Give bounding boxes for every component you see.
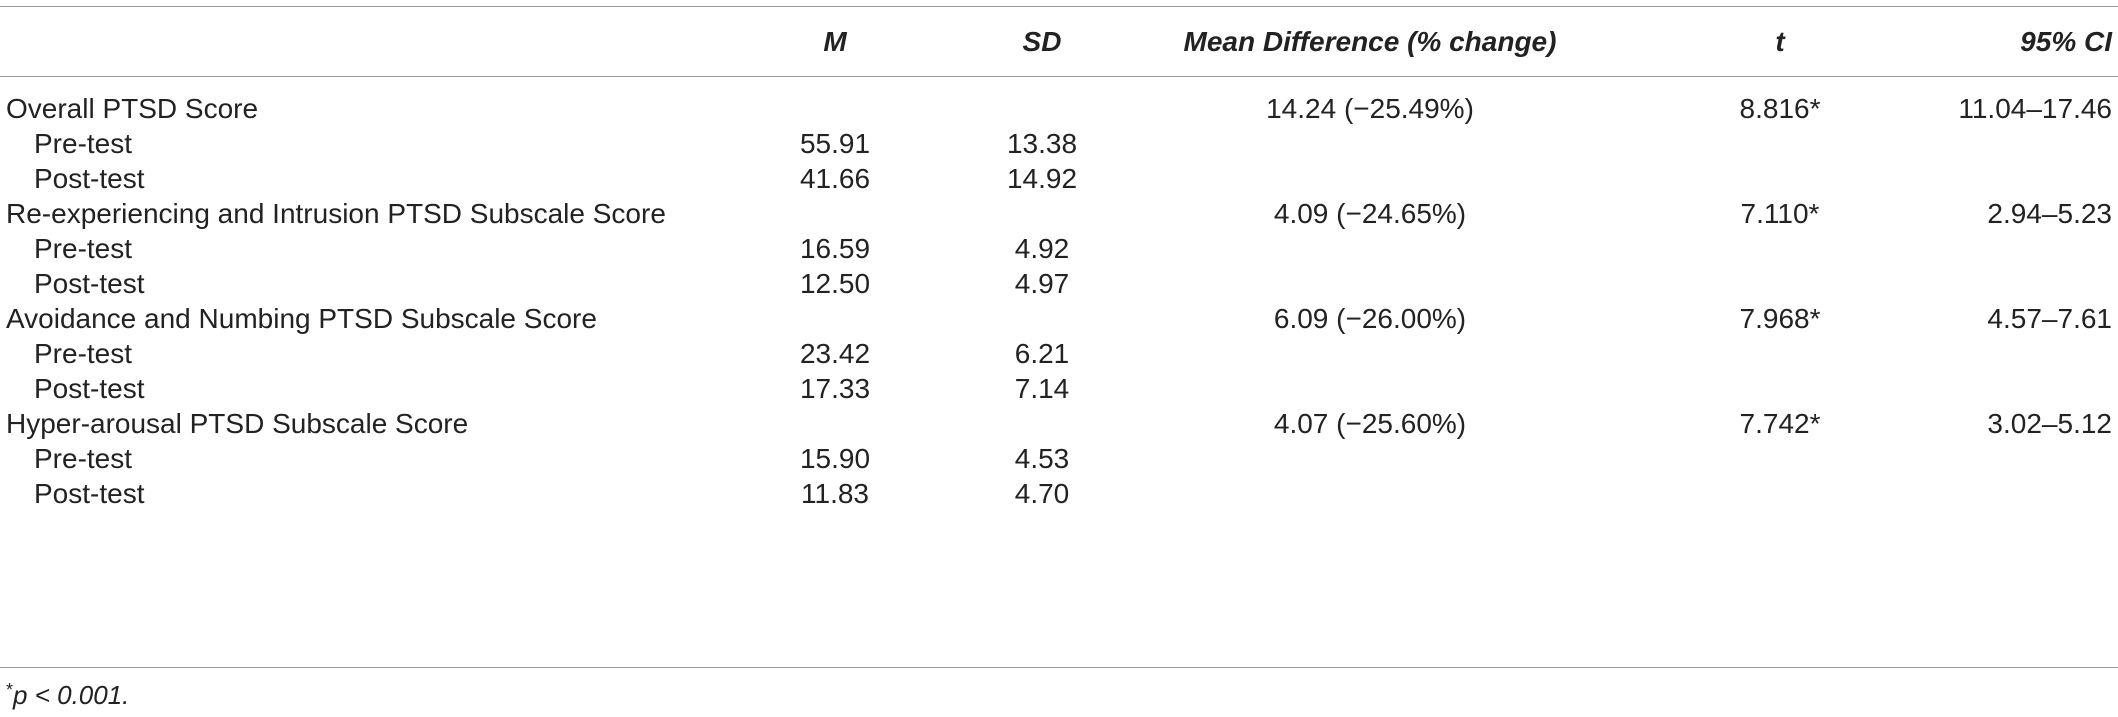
cell-m: 12.50 bbox=[799, 268, 871, 299]
row-label: Re-experiencing and Intrusion PTSD Subsc… bbox=[6, 198, 666, 229]
row-label: Pre-test bbox=[34, 443, 133, 474]
cell-mean-difference: 6.09 (−26.00%) bbox=[1273, 303, 1467, 334]
cell-95-ci: 3.02–5.12 bbox=[1987, 408, 2112, 439]
table-row: Overall PTSD Score 14.24 (−25.49%) 8.816* 1… bbox=[0, 95, 2118, 127]
row-label: Post-test bbox=[34, 478, 145, 509]
footnote-text: p < 0.001. bbox=[13, 680, 130, 710]
table-row: Avoidance and Numbing PTSD Subscale Scor… bbox=[0, 305, 2118, 337]
cell-95-ci: 11.04–17.46 bbox=[1958, 93, 2112, 124]
cell-sd: 4.97 bbox=[1014, 268, 1070, 299]
cell-mean-difference: 4.09 (−24.65%) bbox=[1273, 198, 1467, 229]
row-label: Overall PTSD Score bbox=[6, 93, 259, 124]
row-label: Post-test bbox=[34, 373, 145, 404]
table-footnote: *p < 0.001. bbox=[6, 680, 129, 711]
row-label: Post-test bbox=[34, 163, 145, 194]
header-95-ci: 95% CI bbox=[2020, 26, 2112, 57]
cell-mean-difference: 4.07 (−25.60%) bbox=[1273, 408, 1467, 439]
cell-t: 7.968* bbox=[1739, 303, 1821, 334]
cell-m: 23.42 bbox=[799, 338, 871, 369]
cell-mean-difference: 14.24 (−25.49%) bbox=[1266, 93, 1474, 124]
row-label: Avoidance and Numbing PTSD Subscale Scor… bbox=[6, 303, 597, 334]
cell-t: 7.110* bbox=[1740, 198, 1820, 229]
cell-sd: 14.92 bbox=[1006, 163, 1078, 194]
table-row: Pre-test 16.59 4.92 bbox=[0, 235, 2118, 267]
cell-sd: 4.92 bbox=[1014, 233, 1070, 264]
cell-m: 55.91 bbox=[799, 128, 871, 159]
table-row: Re-experiencing and Intrusion PTSD Subsc… bbox=[0, 200, 2118, 232]
table-row: Pre-test 55.91 13.38 bbox=[0, 130, 2118, 162]
table-row: Pre-test 15.90 4.53 bbox=[0, 445, 2118, 477]
footnote-marker: * bbox=[6, 680, 14, 700]
cell-t: 8.816* bbox=[1739, 93, 1821, 124]
cell-sd: 7.14 bbox=[1014, 373, 1070, 404]
cell-m: 16.59 bbox=[799, 233, 871, 264]
table-row: Post-test 11.83 4.70 bbox=[0, 480, 2118, 512]
cell-m: 15.90 bbox=[799, 443, 871, 474]
row-label: Post-test bbox=[34, 268, 145, 299]
header-mean-difference: Mean Difference (% change) bbox=[1183, 26, 1557, 57]
cell-sd: 4.53 bbox=[1014, 443, 1070, 474]
cell-m: 17.33 bbox=[799, 373, 871, 404]
table-row: Post-test 17.33 7.14 bbox=[0, 375, 2118, 407]
cell-m: 11.83 bbox=[801, 478, 869, 509]
table-top-rule bbox=[0, 6, 2118, 7]
cell-95-ci: 4.57–7.61 bbox=[1987, 303, 2112, 334]
header-t: t bbox=[1775, 26, 1785, 57]
table-row: Hyper-arousal PTSD Subscale Score 4.07 (−… bbox=[0, 410, 2118, 442]
row-label: Pre-test bbox=[34, 338, 133, 369]
table-bottom-rule bbox=[0, 667, 2118, 668]
cell-t: 7.742* bbox=[1739, 408, 1821, 439]
table-row: Pre-test 23.42 6.21 bbox=[0, 340, 2118, 372]
header-m: M bbox=[823, 26, 847, 57]
cell-sd: 4.70 bbox=[1014, 478, 1070, 509]
row-label: Hyper-arousal PTSD Subscale Score bbox=[6, 408, 469, 439]
row-label: Pre-test bbox=[34, 233, 133, 264]
table-row: Post-test 41.66 14.92 bbox=[0, 165, 2118, 197]
row-label: Pre-test bbox=[34, 128, 133, 159]
table-header-row: M SD Mean Difference (% change) t 95% CI bbox=[0, 28, 2118, 62]
cell-m: 41.66 bbox=[799, 163, 871, 194]
table-header-rule bbox=[0, 76, 2118, 77]
table-row: Post-test 12.50 4.97 bbox=[0, 270, 2118, 302]
header-sd: SD bbox=[1022, 26, 1062, 57]
cell-95-ci: 2.94–5.23 bbox=[1987, 198, 2112, 229]
cell-sd: 6.21 bbox=[1014, 338, 1070, 369]
cell-sd: 13.38 bbox=[1006, 128, 1078, 159]
